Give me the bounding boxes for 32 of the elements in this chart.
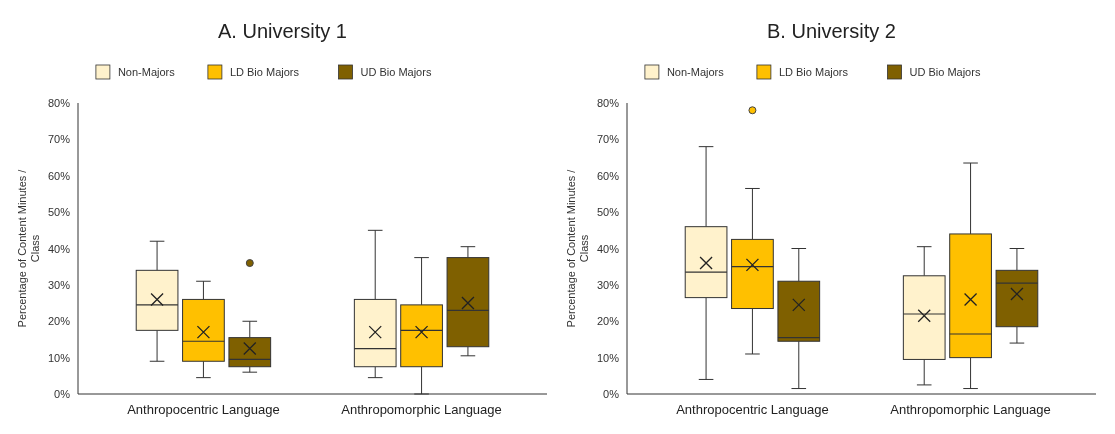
y-tick-label: 10%: [596, 351, 620, 364]
y-tick-label: 50%: [596, 206, 620, 219]
legend-label: Non-Majors: [117, 66, 176, 78]
legend-label: UD Bio Majors: [360, 66, 432, 78]
y-tick-label: 80%: [47, 97, 71, 109]
legend-label: LD Bio Majors: [229, 66, 300, 78]
chart-title: A. University 1: [218, 20, 347, 42]
legend-label: LD Bio Majors: [778, 66, 849, 78]
x-tick-label: Anthropocentric Language: [127, 402, 280, 417]
legend-label: UD Bio Majors: [909, 66, 981, 78]
y-tick-label: 20%: [596, 315, 620, 328]
y-tick-label: 60%: [596, 169, 620, 182]
y-tick-label: 20%: [47, 315, 71, 328]
y-tick-label: 10%: [47, 351, 71, 364]
y-tick-label: 0%: [54, 388, 71, 400]
x-tick-label: Anthropocentric Language: [676, 402, 829, 417]
legend-label: Non-Majors: [666, 66, 725, 78]
x-tick-label: Anthropomorphic Language: [890, 402, 1051, 417]
y-tick-label: 60%: [47, 169, 71, 182]
y-axis-title: Percentage of Content Minutes / Class: [16, 168, 41, 328]
x-tick-label: Anthropomorphic Language: [341, 402, 502, 417]
chart-title: B. University 2: [767, 20, 896, 42]
y-tick-label: 30%: [47, 278, 71, 291]
y-tick-label: 30%: [596, 278, 620, 291]
y-tick-label: 40%: [596, 242, 620, 255]
y-axis-title: Percentage of Content Minutes / Class: [565, 168, 590, 328]
y-tick-label: 50%: [47, 206, 71, 219]
y-tick-label: 70%: [47, 133, 71, 146]
y-tick-label: 40%: [47, 242, 71, 255]
y-tick-label: 80%: [596, 97, 620, 109]
y-tick-label: 70%: [596, 133, 620, 146]
y-tick-label: 0%: [603, 388, 620, 400]
